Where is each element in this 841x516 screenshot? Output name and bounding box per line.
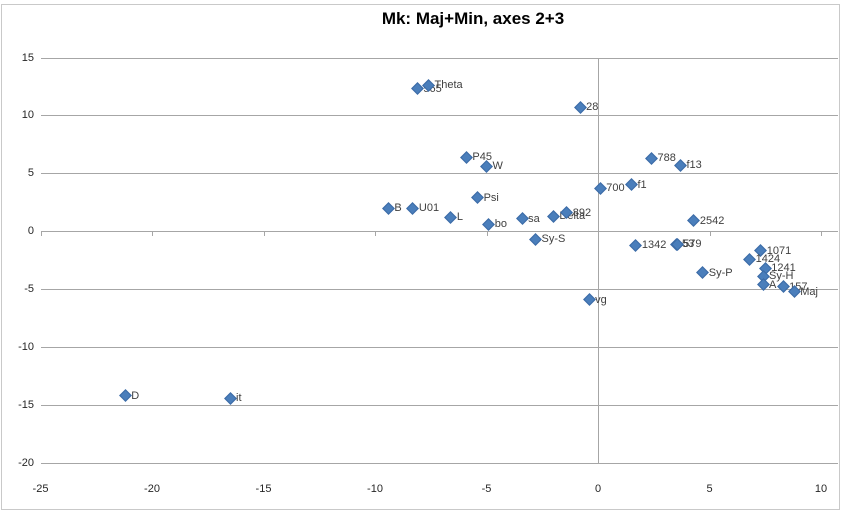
y-axis-tick-label: 0 xyxy=(27,225,34,238)
x-axis-tick xyxy=(152,231,153,237)
y-axis-tick xyxy=(593,231,598,233)
data-point-label: 579 xyxy=(683,238,702,251)
data-point-label: Sy-P xyxy=(708,266,733,279)
data-point xyxy=(696,266,710,280)
x-axis-tick-label: 5 xyxy=(706,483,713,495)
y-axis-tick-label: 10 xyxy=(21,109,34,122)
data-point-label: it xyxy=(236,392,242,405)
data-point xyxy=(625,178,638,192)
gridline-y xyxy=(40,405,838,407)
gridline-y xyxy=(40,57,838,59)
data-point-label: 1241 xyxy=(771,262,796,275)
data-point xyxy=(471,191,484,205)
data-point-label: vg xyxy=(595,293,607,306)
data-point-label: 1342 xyxy=(641,239,667,252)
data-point xyxy=(547,209,560,223)
data-point xyxy=(460,150,473,164)
x-axis-tick-label: -10 xyxy=(367,483,383,495)
data-point-label: U01 xyxy=(418,202,440,215)
x-axis-tick xyxy=(821,231,822,237)
data-point xyxy=(645,151,658,165)
data-point xyxy=(629,238,643,252)
y-axis-tick xyxy=(593,289,598,291)
x-axis-tick xyxy=(40,231,42,237)
data-point-label: bo xyxy=(494,218,507,231)
data-point xyxy=(687,214,701,228)
data-point-label: A xyxy=(769,278,777,291)
data-point xyxy=(529,233,542,246)
data-point xyxy=(593,182,607,195)
y-axis-tick-label: 5 xyxy=(27,167,34,180)
x-axis-tick xyxy=(486,231,488,237)
gridline-y xyxy=(40,173,838,175)
data-point xyxy=(444,211,458,224)
data-point xyxy=(573,100,587,114)
data-point-label: D xyxy=(131,389,140,402)
data-point-label: 788 xyxy=(657,152,676,165)
data-point-label: 2542 xyxy=(699,214,725,227)
x-axis-tick-label: -5 xyxy=(481,483,492,495)
x-axis-tick xyxy=(375,231,376,237)
y-axis-tick-label: -5 xyxy=(24,283,34,296)
data-point xyxy=(382,201,395,215)
data-point xyxy=(743,252,756,266)
y-axis-tick xyxy=(593,347,598,349)
y-axis-tick xyxy=(593,57,598,59)
x-axis-tick-label: -20 xyxy=(144,483,160,495)
x-axis-tick xyxy=(263,231,265,237)
y-axis-tick xyxy=(593,173,598,175)
y-axis-tick-label: -20 xyxy=(18,457,34,469)
data-point-label: B xyxy=(394,202,402,215)
data-point-label: W xyxy=(492,160,503,173)
y-axis-tick-label: 15 xyxy=(21,51,34,64)
y-axis-tick xyxy=(593,405,598,407)
gridline-y xyxy=(40,463,838,464)
data-point-label: Psi xyxy=(483,191,499,204)
data-point xyxy=(223,391,237,405)
data-point-label: 28 xyxy=(586,101,599,114)
data-point-label: 892 xyxy=(572,206,592,219)
data-point-label: f1 xyxy=(637,178,647,191)
x-axis-tick-label: 0 xyxy=(594,483,602,495)
gridline-y xyxy=(40,289,838,291)
x-axis-tick xyxy=(598,231,599,237)
x-axis-tick xyxy=(709,231,711,237)
y-axis-tick xyxy=(593,115,598,117)
gridline-y xyxy=(40,115,838,117)
data-point-label: f13 xyxy=(686,159,702,172)
chart-border xyxy=(1,4,840,510)
data-point-label: Sy-S xyxy=(541,233,566,246)
gridline-y xyxy=(40,347,838,349)
y-axis-tick xyxy=(593,463,598,464)
gridline-y xyxy=(40,231,838,233)
data-point-label: 53 xyxy=(682,238,695,251)
y-axis-tick-label: -10 xyxy=(18,341,34,354)
x-axis-tick-label: 10 xyxy=(814,483,828,495)
data-point xyxy=(582,293,596,307)
data-point xyxy=(482,217,496,231)
data-point-label: L xyxy=(456,211,463,224)
data-point-label: 1071 xyxy=(766,244,792,257)
data-point-label: Maj xyxy=(800,285,818,298)
data-point-label: 700 xyxy=(606,182,625,195)
data-point xyxy=(515,212,529,225)
data-point-label: Sy-H xyxy=(769,270,794,283)
y-axis-tick-label: -15 xyxy=(18,399,34,412)
data-point xyxy=(118,389,132,403)
data-point-label: sa xyxy=(528,212,540,225)
data-point xyxy=(406,201,420,215)
x-axis-tick-label: -15 xyxy=(255,483,272,495)
data-point-label: 1424 xyxy=(755,253,781,266)
x-axis-tick-label: -25 xyxy=(32,483,49,495)
data-point-label: Theta xyxy=(434,79,463,92)
data-point xyxy=(674,158,687,172)
y-axis-line xyxy=(598,57,599,463)
chart-title: Mk: Maj+Min, axes 2+3 xyxy=(381,9,565,28)
